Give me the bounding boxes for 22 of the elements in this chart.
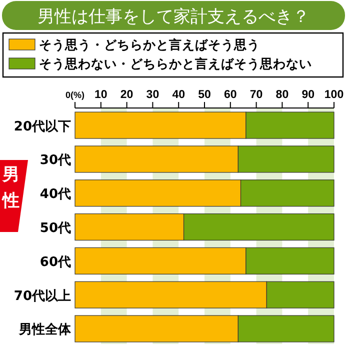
x-tick-label: 100	[324, 89, 344, 101]
x-tick-label: 60	[224, 89, 237, 101]
x-tick-label: 20	[120, 89, 134, 101]
y-tick-label: 男性全体	[18, 322, 72, 338]
x-tick-label: 40	[172, 89, 185, 101]
y-tick-label: 70代以上	[14, 288, 71, 304]
y-tick-label: 30代	[40, 153, 71, 168]
legend-label: そう思わない・どちらかと言えばそう思わない	[39, 56, 312, 71]
x-tick-label: 70	[250, 89, 263, 101]
y-tick-label: 50代	[40, 221, 71, 236]
x-tick-label: 80	[276, 89, 289, 101]
y-tick-label: 20代以下	[14, 119, 71, 134]
chart-title: 男性は仕事をして家計支えるべき？	[38, 7, 310, 27]
x-tick-label: 10	[94, 89, 108, 101]
y-tick-label: 60代	[40, 254, 71, 270]
x-tick-label: 30	[146, 89, 160, 101]
text: 男性	[2, 165, 20, 211]
y-tick-label: 40代	[40, 187, 71, 202]
legend-label: そう思う・どちらかと言えばそう思う	[39, 37, 260, 52]
x-tick-label: 0(%)	[65, 90, 85, 100]
x-tick-label: 50	[198, 89, 211, 101]
x-tick-label: 90	[302, 89, 314, 101]
